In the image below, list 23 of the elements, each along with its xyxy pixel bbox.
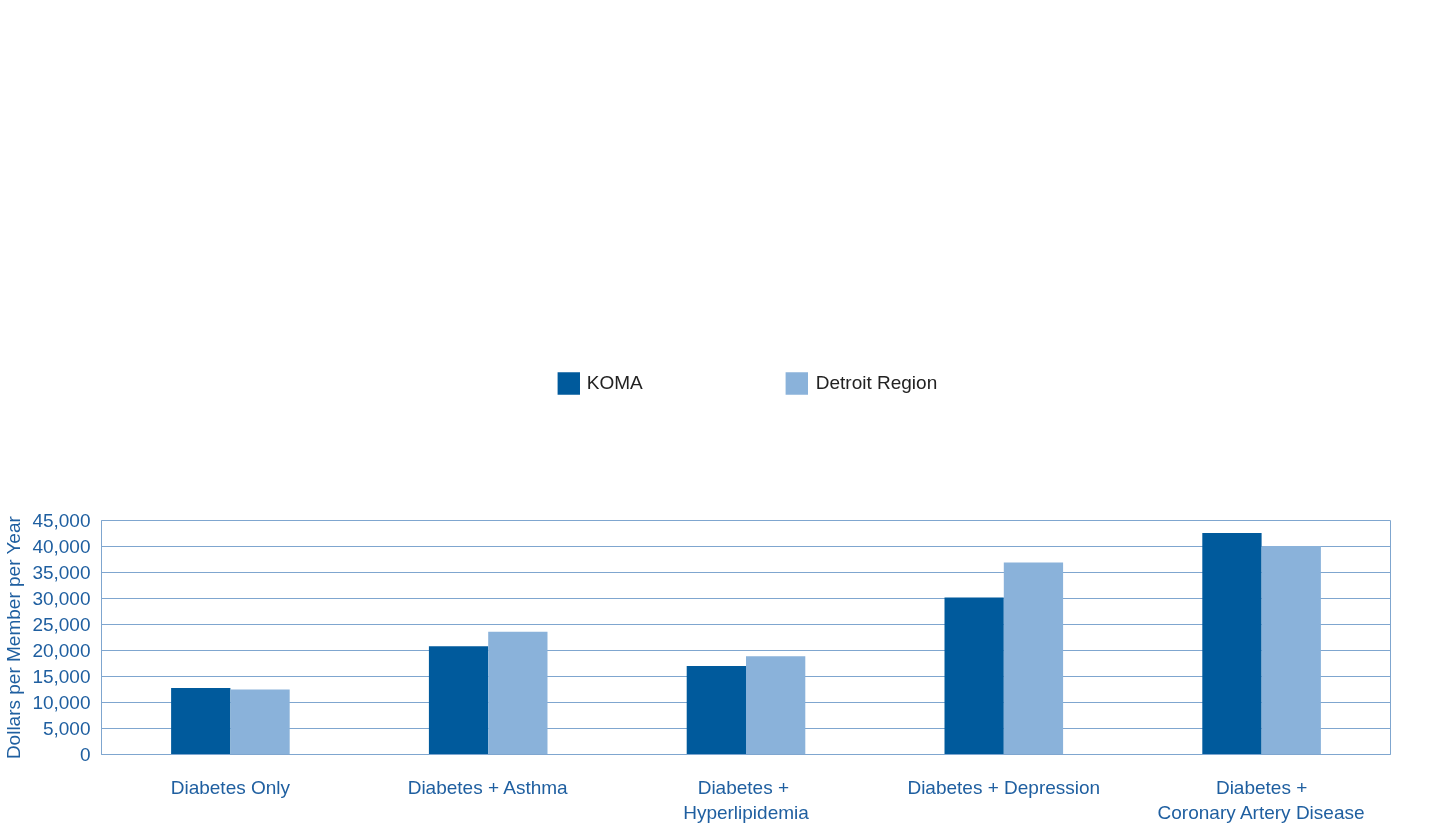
x-tick-label: Diabetes + Depression <box>907 776 1101 798</box>
x-tick-label: Diabetes + Asthma <box>407 776 569 798</box>
legend-label: KOMA <box>586 372 643 394</box>
y-tick-label: 40,000 <box>32 536 91 557</box>
y-tick-label: 15,000 <box>32 666 91 687</box>
y-axis-title: Dollars per Member per Year <box>3 515 25 760</box>
y-tick-label: 5,000 <box>42 718 91 739</box>
x-tick-label: Diabetes + Coronary Artery Disease <box>1157 776 1365 823</box>
y-tick-label: 30,000 <box>32 588 91 609</box>
y-tick-label: 10,000 <box>32 692 91 713</box>
legend-label: Detroit Region <box>815 372 938 394</box>
y-tick-label: 45,000 <box>32 510 91 531</box>
y-tick-label: 35,000 <box>32 562 91 583</box>
bar <box>944 597 1004 755</box>
bar <box>686 666 746 755</box>
bar <box>1202 532 1262 755</box>
x-tick-label: Diabetes + Hyperlipidemia <box>683 776 810 823</box>
y-tick-label: 0 <box>79 744 91 765</box>
x-tick-label: Diabetes Only <box>170 776 291 798</box>
y-tick-label: 20,000 <box>32 640 91 661</box>
bar <box>171 687 231 755</box>
bar <box>428 646 489 755</box>
y-tick-label: 25,000 <box>32 614 91 635</box>
